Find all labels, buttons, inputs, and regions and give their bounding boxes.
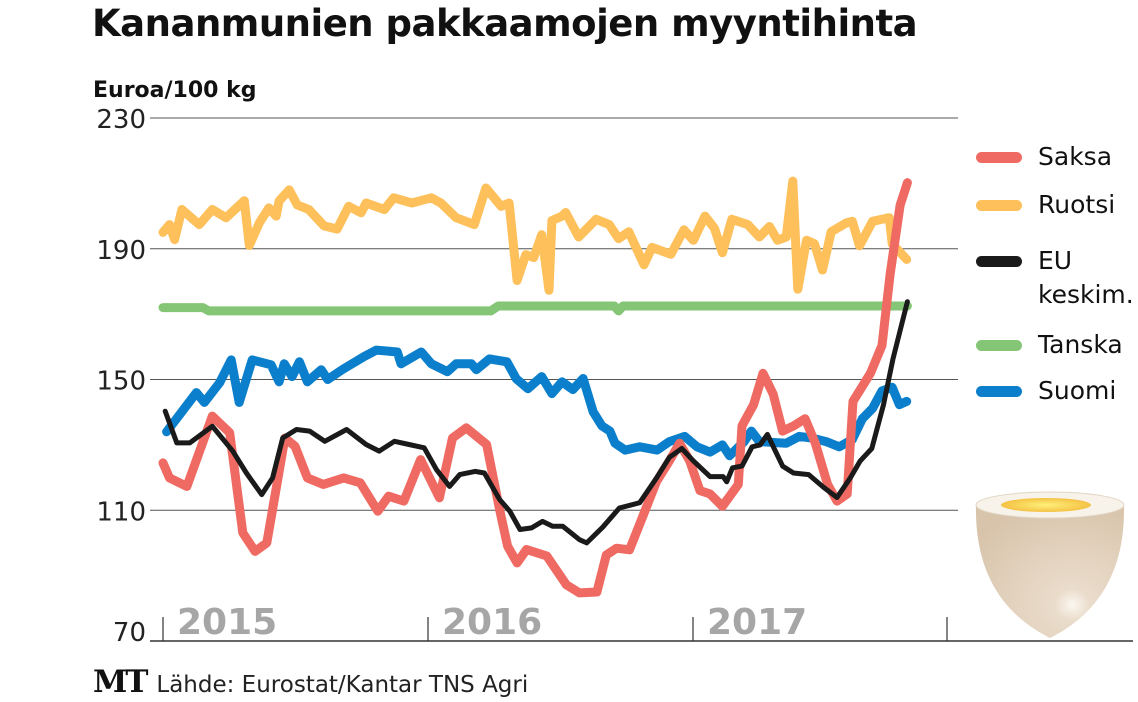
source-note: Lähde: Eurostat/Kantar TNS Agri	[156, 672, 529, 698]
legend-label: Ruotsi	[1038, 190, 1116, 219]
legend-swatch	[976, 386, 1022, 397]
y-axis-label: Euroa/100 kg	[93, 78, 257, 103]
x-tick-label: 2017	[707, 602, 807, 643]
legend-item: Ruotsi	[976, 188, 1138, 222]
series-line-eu-keskim	[162, 299, 910, 546]
y-tick-label: 110	[96, 497, 146, 527]
series-line-suomi	[162, 345, 912, 461]
legend-swatch	[976, 256, 1022, 267]
x-tick-label: 2015	[177, 602, 277, 643]
legend-item: Tanska	[976, 328, 1138, 362]
y-tick-label: 70	[113, 618, 146, 648]
mt-logo: MT	[93, 664, 148, 700]
y-tick-label: 150	[96, 367, 146, 397]
legend-swatch	[976, 340, 1022, 351]
y-tick-label: 190	[96, 236, 146, 266]
legend-item: EU keskim.	[976, 244, 1138, 312]
legend-item: Suomi	[976, 374, 1138, 408]
legend-item: Saksa	[976, 140, 1138, 174]
legend-swatch	[976, 152, 1022, 163]
legend-label: Suomi	[1038, 376, 1117, 405]
boiled-egg-icon	[975, 491, 1125, 638]
legend-label: Saksa	[1038, 142, 1113, 171]
series-line-ruotsi	[158, 176, 912, 295]
legend-label: Tanska	[1038, 330, 1123, 359]
legend-label: EU keskim.	[1038, 246, 1134, 309]
series-line-tanska	[158, 301, 912, 316]
footer: MT Lähde: Eurostat/Kantar TNS Agri	[93, 664, 528, 700]
y-tick-label: 230	[96, 105, 146, 135]
legend-swatch	[976, 200, 1022, 211]
chart-title: Kananmunien pakkaamojen myyntihinta	[92, 2, 918, 45]
x-tick-label: 2016	[442, 602, 542, 643]
series-line-saksa	[158, 178, 912, 598]
